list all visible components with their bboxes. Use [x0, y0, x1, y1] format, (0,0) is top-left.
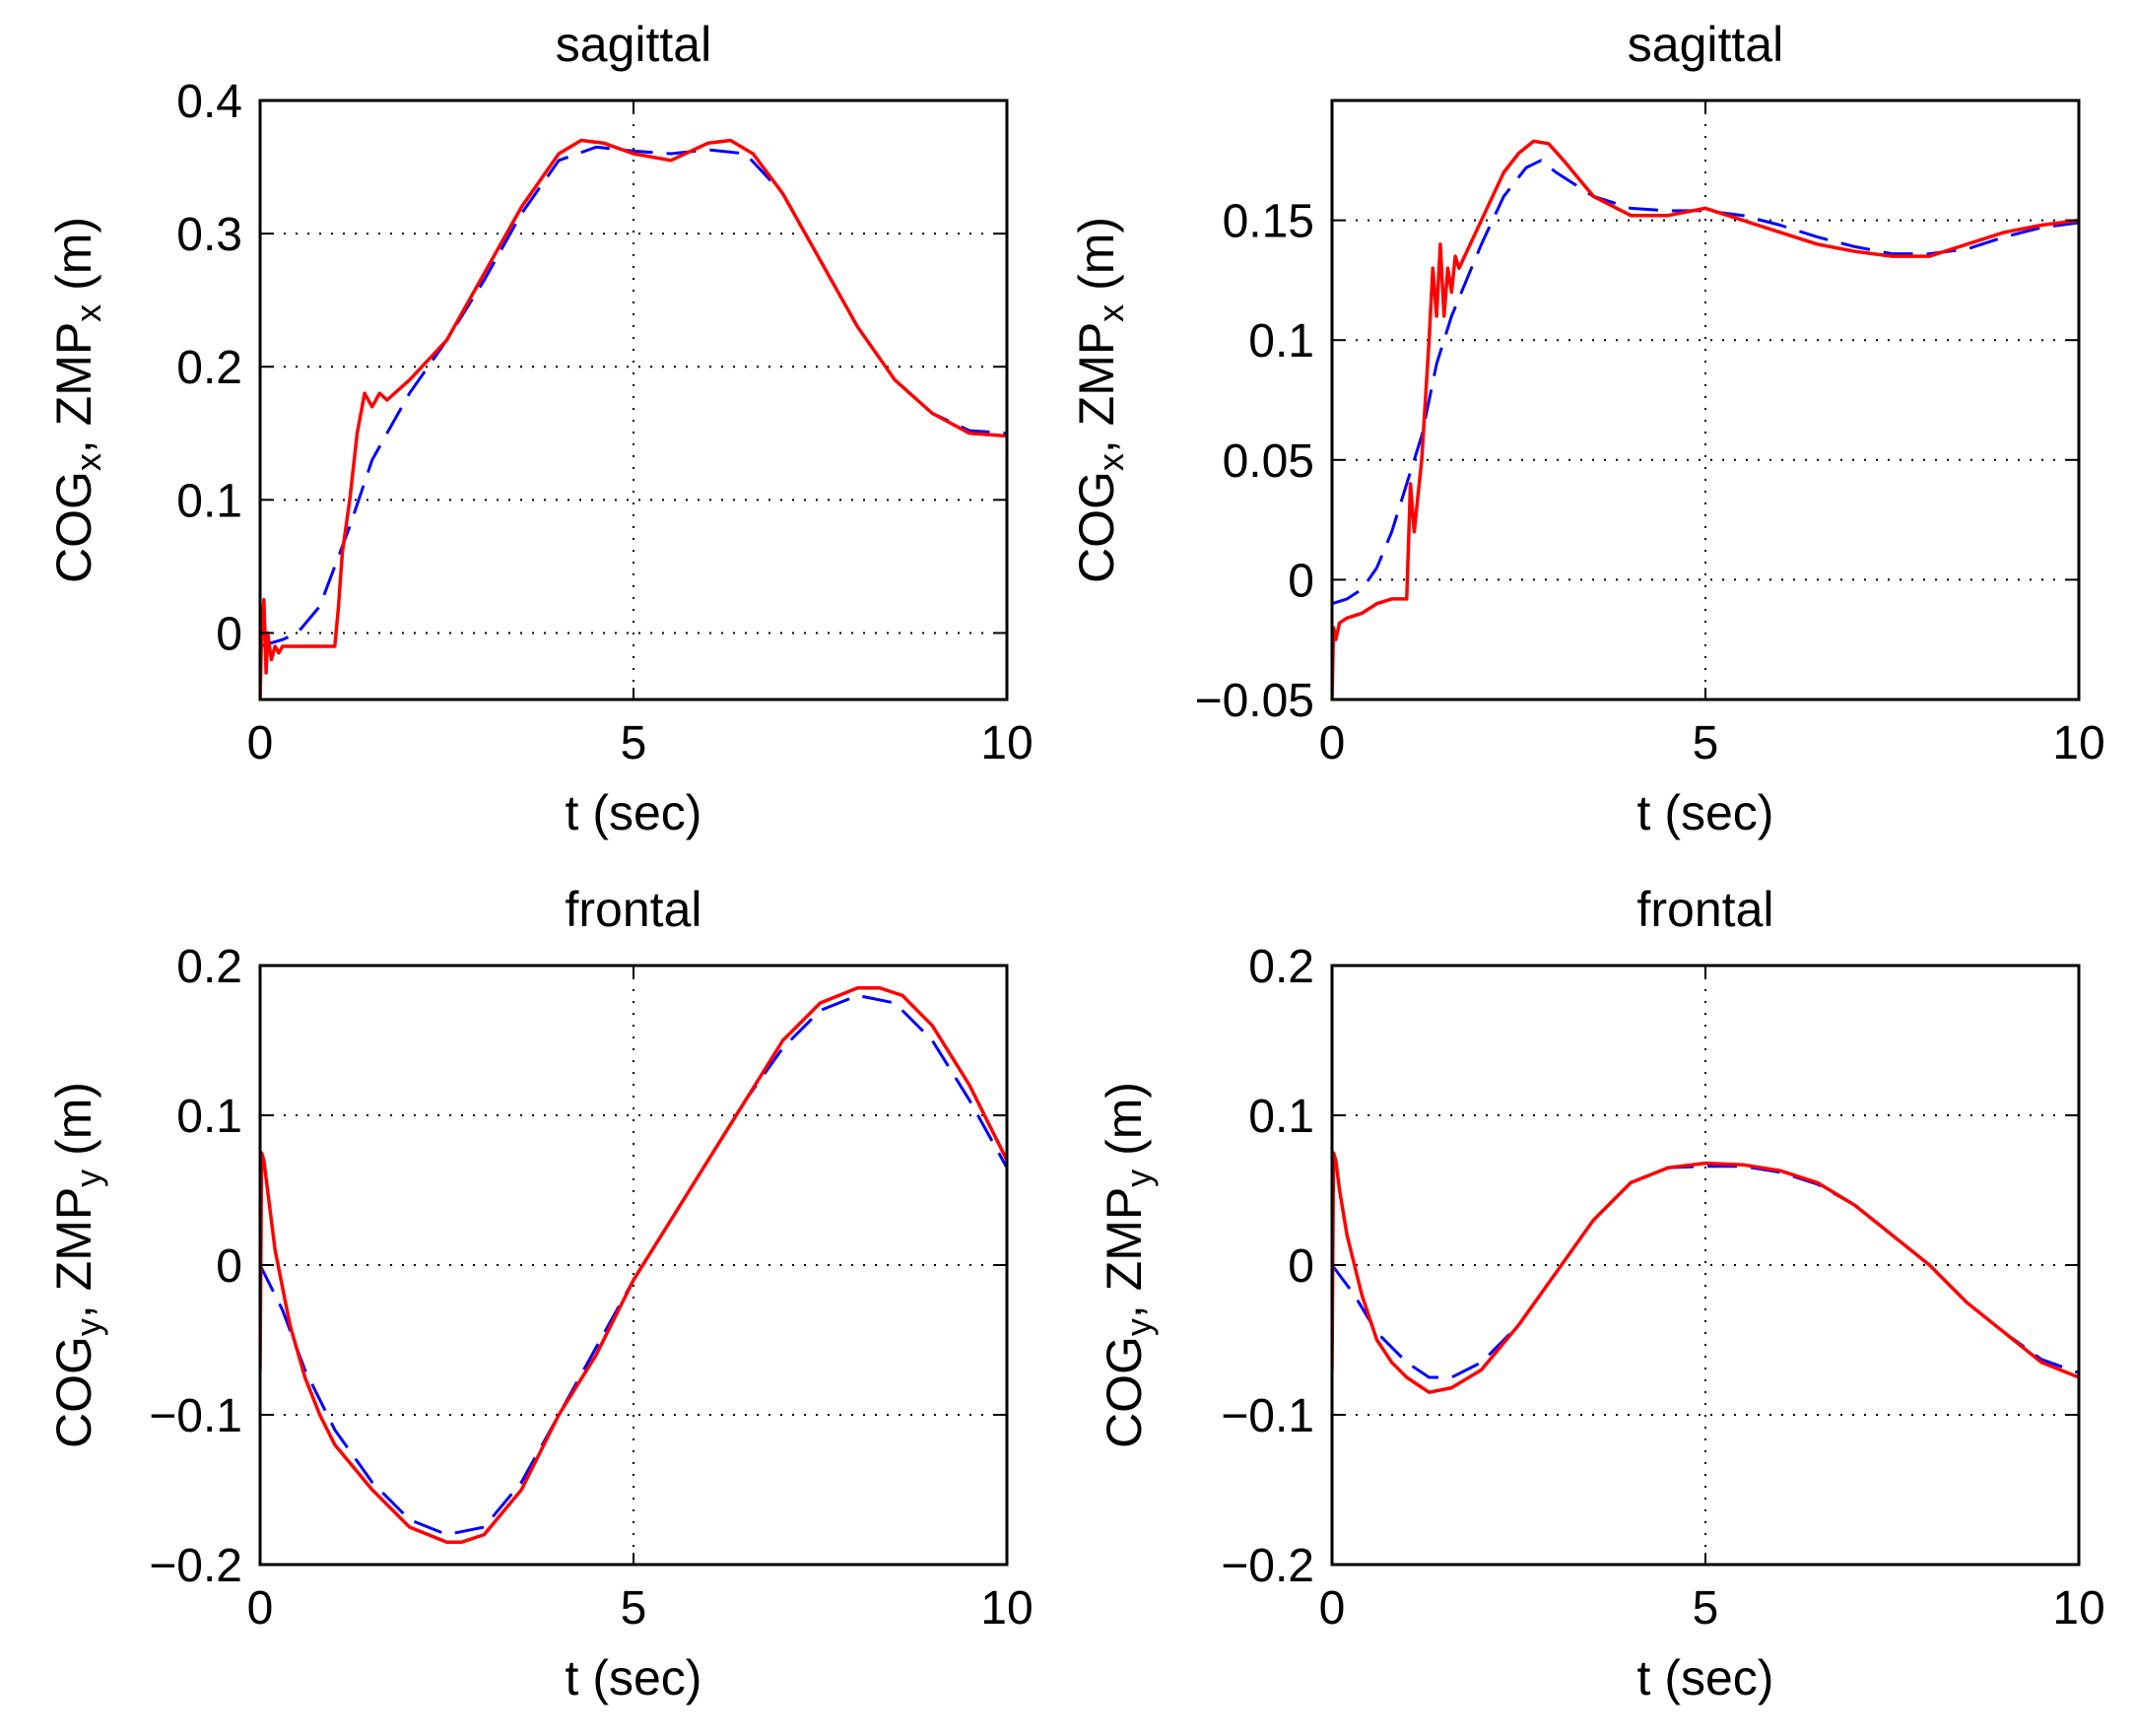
subplot-title: sagittal: [1628, 17, 1783, 72]
subplot-title: sagittal: [556, 17, 711, 72]
y-tick-label: 0.4: [176, 76, 242, 128]
y-tick-label: 0.2: [176, 342, 242, 394]
y-axis-label-part: (m): [46, 1082, 101, 1169]
x-axis-label: t (sec): [1637, 1650, 1774, 1705]
y-tick-label: 0: [1288, 555, 1314, 607]
series-line-cog-reference: [1332, 159, 2079, 606]
x-tick-label: 10: [2052, 1582, 2104, 1635]
subplot-title: frontal: [566, 882, 702, 937]
y-tick-label: −0.05: [1195, 675, 1314, 727]
subplot-title: frontal: [1637, 882, 1774, 937]
x-tick-label: 10: [980, 717, 1033, 769]
x-tick-label: 5: [621, 717, 647, 769]
x-tick-label: 5: [621, 1582, 647, 1635]
y-tick-label: −0.1: [1221, 1390, 1314, 1442]
y-tick-label: 0.2: [176, 941, 242, 993]
series-line-cog-reference: [260, 993, 1007, 1537]
x-tick-label: 10: [980, 1582, 1033, 1635]
y-tick-label: 0: [1288, 1240, 1314, 1293]
y-tick-label: 0: [216, 1240, 242, 1293]
y-axis-label-part: COG: [46, 1336, 101, 1448]
series-line-zmp-measured: [1332, 139, 2079, 700]
x-tick-label: 0: [247, 717, 274, 769]
y-axis-label: COGy, ZMPy (m): [46, 1082, 108, 1448]
y-tick-label: −0.2: [149, 1540, 242, 1592]
y-axis-label: COGy, ZMPy (m): [1097, 1082, 1159, 1448]
y-tick-label: 0.15: [1223, 196, 1314, 248]
y-axis-label-part: , ZMP: [46, 322, 101, 453]
y-axis-label-subscript: x: [68, 453, 108, 471]
y-axis-label-part: COG: [1097, 1336, 1152, 1448]
y-axis-label-part: , ZMP: [46, 1187, 101, 1318]
y-tick-label: −0.2: [1221, 1540, 1314, 1592]
y-tick-label: 0.2: [1248, 941, 1314, 993]
y-tick-label: −0.1: [149, 1390, 242, 1442]
y-axis-label: COGx, ZMPx (m): [1069, 217, 1131, 583]
series-line-zmp-measured: [260, 986, 1007, 1544]
y-axis-label-subscript: y: [68, 1169, 108, 1187]
y-axis-label-subscript: y: [1118, 1169, 1159, 1187]
y-tick-label: 0.1: [1248, 1091, 1314, 1143]
y-axis-label-subscript: x: [68, 304, 108, 322]
y-tick-label: 0.1: [1248, 315, 1314, 367]
x-tick-label: 5: [1693, 1582, 1719, 1635]
y-axis-label-subscript: y: [1118, 1318, 1159, 1336]
y-tick-label: 0: [216, 608, 242, 660]
x-tick-label: 0: [247, 1582, 274, 1635]
series-line-zmp-measured: [1332, 1151, 2079, 1394]
y-axis-label-part: , ZMP: [1097, 1187, 1152, 1318]
x-tick-label: 10: [2052, 717, 2104, 769]
x-axis-label: t (sec): [1637, 785, 1774, 840]
y-axis-label-part: COG: [1069, 471, 1124, 583]
y-axis-label-part: (m): [1097, 1082, 1152, 1169]
y-tick-label: 0.05: [1223, 435, 1314, 488]
y-axis-label-part: COG: [46, 471, 101, 583]
y-axis-label-subscript: x: [1091, 304, 1131, 322]
y-axis-label-subscript: y: [68, 1318, 108, 1336]
y-tick-label: 0.3: [176, 209, 242, 261]
y-tick-label: 0.1: [176, 475, 242, 527]
x-axis-label: t (sec): [566, 785, 702, 840]
x-tick-label: 5: [1693, 717, 1719, 769]
x-axis-label: t (sec): [566, 1650, 702, 1705]
y-axis-label-part: (m): [46, 217, 101, 304]
y-axis-label-part: (m): [1069, 217, 1124, 304]
y-tick-label: 0.1: [176, 1091, 242, 1143]
x-tick-label: 0: [1319, 1582, 1346, 1635]
y-axis-label-subscript: x: [1091, 453, 1131, 471]
series-line-zmp-measured: [260, 138, 1007, 700]
y-axis-label-part: , ZMP: [1069, 322, 1124, 453]
x-tick-label: 0: [1319, 717, 1346, 769]
y-axis-label: COGx, ZMPx (m): [46, 217, 108, 583]
